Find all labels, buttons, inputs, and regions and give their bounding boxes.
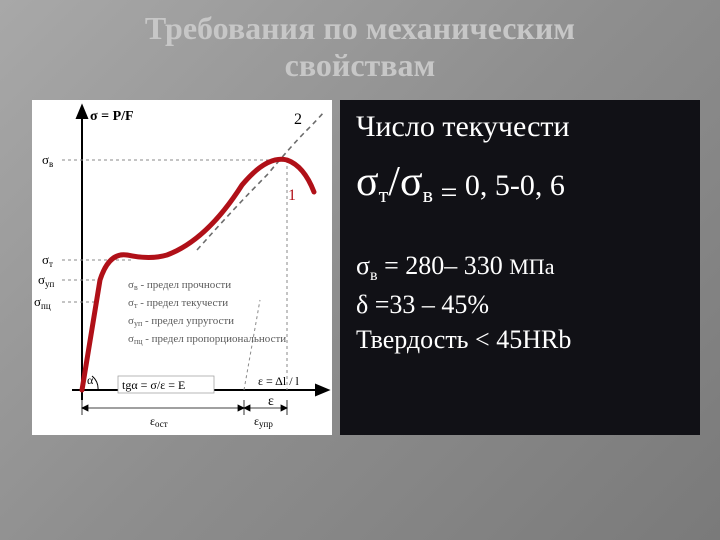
delta-label: δ = (356, 290, 389, 319)
chart-svg: σ = P/F σв σт σуп σпц 1 (32, 100, 332, 435)
alpha-label: α (87, 373, 94, 387)
ratio-value: 0, 5-0, 6 (465, 169, 565, 202)
y-axis-formula: σ = P/F (90, 109, 134, 124)
hard-val: 45HRb (496, 325, 571, 354)
tgalpha-box: tgα = σ/ε = E (118, 376, 214, 393)
slide-title: Требования по механическим свойствам (0, 10, 720, 84)
y-tick-labels: σв σт σуп σпц (34, 152, 55, 311)
ytick-sigma-t: σт (42, 252, 53, 269)
axes (72, 106, 328, 400)
yield-ratio: σт/σв = 0, 5-0, 6 (356, 158, 688, 210)
ytick-sigma-v: σв (42, 152, 53, 169)
textbox-heading: Число текучести (356, 110, 688, 144)
eps-upr-label: εупр (254, 414, 273, 429)
epsilon-brackets (82, 400, 287, 415)
ytick-sigma-up: σуп (38, 272, 55, 289)
slide: Требования по механическим свойствам σ =… (0, 0, 720, 540)
ratio-sub1: т (379, 182, 389, 207)
curve-1 (82, 159, 314, 390)
chart-legend: σв - предел прочности σт - предел текуче… (128, 279, 286, 346)
ratio-sigma2: σ (400, 159, 423, 205)
hard-label: Твердость < (356, 325, 496, 354)
ytick-sigma-pu: σпц (34, 294, 51, 311)
legend-sigma-t: σт - предел текучести (128, 297, 228, 310)
x-axis-label: ε (268, 394, 274, 409)
properties-text-box: Число текучести σт/σв = 0, 5-0, 6 σв = 2… (340, 100, 700, 435)
ratio-eq: = (433, 176, 465, 209)
prop-hardness: Твердость < 45HRb (356, 322, 688, 357)
curve-2-label: 2 (294, 111, 302, 128)
delta-val: 33 – 45% (389, 290, 489, 319)
curve-1-label: 1 (288, 187, 296, 204)
legend-sigma-up: σуп - предел упругости (128, 315, 234, 328)
ratio-sub2: в (423, 182, 433, 207)
tgalpha-label: tgα = σ/ε = E (122, 378, 185, 392)
ratio-slash: / (388, 159, 400, 205)
prop-sigma-v: σв = 280– 330 МПа (356, 248, 688, 287)
sv-eq: = (378, 251, 406, 280)
sv-sub: в (370, 267, 378, 284)
x-axis-formula: ε = Δl / l (258, 374, 300, 388)
legend-sigma-v: σв - предел прочности (128, 279, 231, 292)
prop-delta: δ =33 – 45% (356, 287, 688, 322)
curve-2 (197, 112, 324, 250)
legend-sigma-pu: σпц - предел пропорциональности (128, 333, 286, 346)
stress-strain-chart: σ = P/F σв σт σуп σпц 1 (32, 100, 332, 435)
title-line-1: Требования по механическим (145, 10, 575, 46)
title-line-2: свойствам (285, 47, 436, 83)
sv-val: 280– 330 (405, 251, 509, 280)
eps-ost-label: εост (150, 414, 168, 429)
sv-unit: МПа (509, 254, 554, 279)
sv-label: σ (356, 251, 370, 280)
ratio-sigma1: σ (356, 159, 379, 205)
guide-lines (62, 160, 287, 390)
